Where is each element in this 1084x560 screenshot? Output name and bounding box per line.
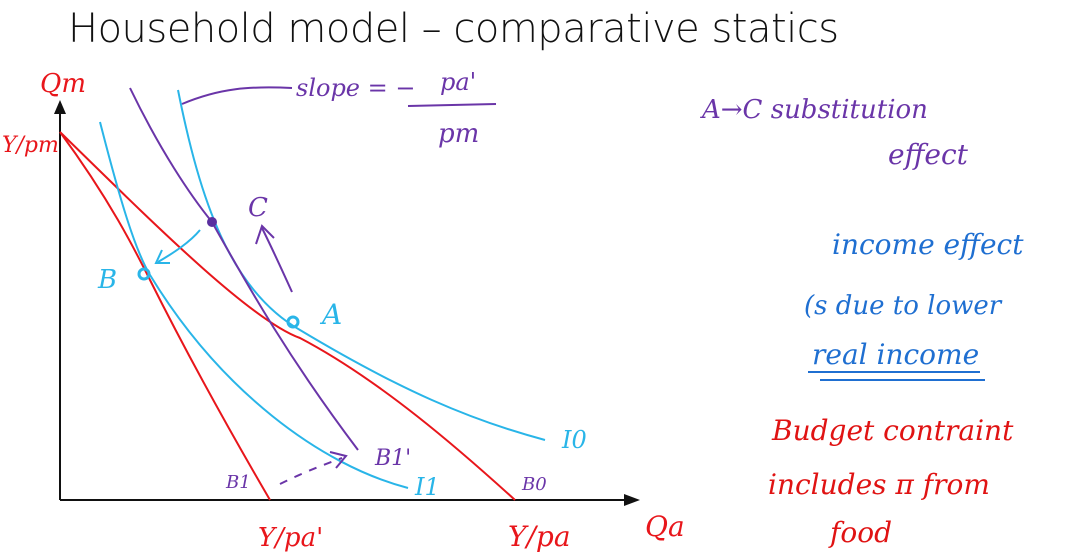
point-label-a: A xyxy=(319,298,342,331)
slope-pointer xyxy=(181,86,293,105)
indifference-curve-i1 xyxy=(99,121,409,489)
curve-label-i0: I0 xyxy=(561,426,587,454)
slope-label: slope = − xyxy=(296,74,415,102)
axes xyxy=(54,100,640,506)
budget-line-b1 xyxy=(59,131,271,501)
diagram-labels: Qm Y/pm Qa Y/pa' Y/pa I0 I1 B0 B1 B1' A … xyxy=(2,68,685,553)
budget-lines xyxy=(59,131,516,501)
curve-label-b0: B0 xyxy=(521,474,547,495)
slope-fraction-bar xyxy=(407,103,497,107)
arrow-b1-to-b1prime-head xyxy=(329,451,348,469)
x-axis-arrow xyxy=(624,494,640,506)
arrow-a-to-c xyxy=(261,227,293,293)
note-budget-line3: food xyxy=(828,516,892,549)
note-income-line1: income effect xyxy=(832,228,1024,261)
curve-label-b1: B1 xyxy=(225,472,251,493)
indifference-curves xyxy=(99,89,546,489)
arrow-a-to-c-head xyxy=(255,224,275,245)
point-label-c: C xyxy=(248,193,268,223)
curve-label-i1: I1 xyxy=(414,473,440,501)
arrow-c-to-b xyxy=(157,229,201,263)
indifference-curve-i0 xyxy=(177,89,546,441)
y-intercept-label: Y/pm xyxy=(2,133,59,158)
budget-line-b1-prime xyxy=(129,87,359,451)
side-notes: A→C substitution effect income effect (s… xyxy=(700,95,1024,549)
x-intercept-old-label: Y/pa xyxy=(508,520,571,553)
note-income-line2: (s due to lower xyxy=(804,291,1003,321)
point-a xyxy=(286,315,300,329)
note-substitution-line1: A→C substitution xyxy=(700,95,928,125)
point-c xyxy=(207,217,217,227)
points xyxy=(137,217,300,329)
note-income-line3: real income xyxy=(812,338,979,371)
curve-label-b1-prime: B1' xyxy=(374,446,411,471)
note-budget-line1: Budget contraint xyxy=(771,414,1014,447)
arrow-c-to-b-head xyxy=(154,249,170,264)
slope-numerator: pa' xyxy=(440,68,476,96)
note-budget-line2: includes π from xyxy=(768,468,990,501)
arrows xyxy=(154,224,348,485)
y-axis-arrow xyxy=(54,100,66,114)
budget-line-b0 xyxy=(59,131,516,501)
note-substitution-line2: effect xyxy=(888,138,969,171)
arrow-b1-to-b1prime xyxy=(279,457,343,485)
point-label-b: B xyxy=(97,265,117,295)
y-axis-label: Qm xyxy=(40,69,86,99)
slope-denominator: pm xyxy=(438,119,479,149)
x-axis-label: Qa xyxy=(645,510,685,543)
point-b xyxy=(137,267,151,281)
x-intercept-new-label: Y/pa' xyxy=(258,523,323,553)
page-title: Household model – comparative statics xyxy=(68,6,839,52)
